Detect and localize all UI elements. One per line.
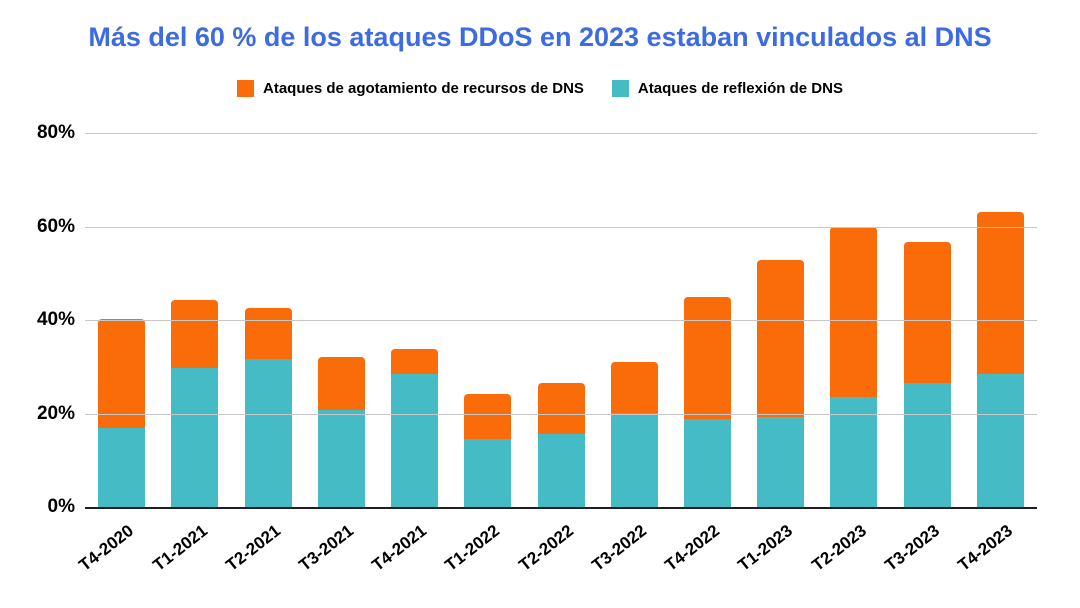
- bar-segment-reflection-T1-2022: [464, 438, 512, 507]
- bars-row: [85, 133, 1037, 507]
- bar-segment-reflection-T4-2021: [391, 374, 439, 507]
- x-tick-label-T4-2020: T4-2020: [75, 521, 138, 575]
- bar-slot-T4-2021: [378, 133, 451, 507]
- x-tick-label-T2-2023: T2-2023: [808, 521, 870, 575]
- bar-T3-2022: [610, 133, 658, 507]
- y-tick-label-20%: 20%: [36, 402, 75, 424]
- gridline-20%: [85, 413, 1037, 415]
- x-tick-label-T1-2021: T1-2021: [148, 521, 211, 575]
- bar-T1-2023: [757, 133, 805, 507]
- x-tick-label-T1-2022: T1-2022: [441, 521, 504, 575]
- bar-T4-2020: [98, 133, 146, 507]
- bar-T3-2021: [317, 133, 365, 507]
- bar-T4-2023: [976, 133, 1024, 507]
- bar-segment-exhaustion-T3-2021: [317, 356, 365, 410]
- bar-segment-exhaustion-T4-2021: [391, 348, 439, 375]
- bar-slot-T2-2022: [524, 133, 597, 507]
- bar-segment-exhaustion-T4-2023: [976, 211, 1024, 375]
- legend-label-reflection: Ataques de reflexión de DNS: [637, 80, 843, 97]
- legend-item-exhaustion: Ataques de agotamiento de recursos de DN…: [237, 80, 584, 97]
- bar-slot-T2-2021: [231, 133, 304, 507]
- bar-segment-exhaustion-T2-2021: [244, 308, 292, 359]
- legend-label-exhaustion: Ataques de agotamiento de recursos de DN…: [263, 80, 584, 97]
- gridline-80%: [85, 133, 1037, 134]
- y-tick-label-80%: 80%: [36, 122, 75, 143]
- bar-segment-exhaustion-T3-2023: [903, 242, 951, 383]
- bar-T2-2021: [244, 133, 292, 507]
- bar-segment-reflection-T2-2022: [537, 433, 585, 507]
- bar-slot-T4-2022: [671, 133, 744, 507]
- bar-T2-2022: [537, 133, 585, 507]
- bar-T1-2021: [171, 133, 219, 507]
- bar-T2-2023: [830, 133, 878, 507]
- y-axis: 0% 20% 40% 60% 80%: [0, 122, 75, 517]
- bar-segment-reflection-T2-2023: [830, 396, 878, 507]
- x-tick-label-T2-2022: T2-2022: [515, 521, 577, 575]
- bar-T1-2022: [464, 133, 512, 507]
- bar-segment-reflection-T4-2020: [98, 428, 146, 507]
- bar-slot-T1-2023: [744, 133, 817, 507]
- bar-segment-exhaustion-T3-2022: [610, 362, 658, 414]
- bar-slot-T3-2021: [305, 133, 378, 507]
- x-tick-label-T4-2023: T4-2023: [954, 521, 1017, 575]
- legend-swatch-reflection-icon: [611, 80, 629, 97]
- x-tick-label-T2-2021: T2-2021: [222, 521, 284, 575]
- bar-segment-reflection-T4-2023: [976, 374, 1024, 507]
- legend-swatch-exhaustion-icon: [237, 80, 254, 97]
- bar-segment-exhaustion-T4-2022: [683, 297, 731, 420]
- x-tick-label-T1-2023: T1-2023: [734, 521, 797, 575]
- legend-item-reflection: Ataques de reflexión de DNS: [611, 80, 843, 97]
- legend: Ataques de agotamiento de recursos de DN…: [0, 80, 1080, 97]
- y-tick-label-60%: 60%: [36, 215, 75, 237]
- bar-T4-2021: [391, 133, 439, 507]
- gridline-40%: [85, 320, 1037, 321]
- bar-slot-T4-2020: [85, 133, 158, 507]
- x-axis: T4-2020 T1-2021 T2-2021 T3-2021 T4-2021 T1-20…: [76, 509, 1037, 604]
- x-tick-label-T4-2021: T4-2021: [368, 521, 431, 575]
- bar-slot-T4-2023: [964, 133, 1037, 507]
- chart-title: Más del 60 % de los ataques DDoS en 2023…: [88, 22, 992, 52]
- bar-segment-reflection-T3-2022: [610, 413, 658, 507]
- bar-segment-reflection-T1-2021: [171, 368, 219, 507]
- bar-segment-reflection-T3-2021: [317, 409, 365, 507]
- x-tick-label-T3-2022: T3-2022: [588, 521, 650, 575]
- y-tick-label-0%: 0%: [47, 496, 75, 517]
- bar-segment-reflection-T4-2022: [683, 419, 731, 507]
- gridline-60%: [85, 226, 1037, 228]
- bar-slot-T1-2022: [451, 133, 524, 507]
- x-tick-label-T3-2023: T3-2023: [881, 521, 943, 575]
- bar-segment-exhaustion-T1-2021: [171, 299, 219, 369]
- bar-segment-reflection-T3-2023: [903, 382, 951, 507]
- bar-segment-exhaustion-T1-2023: [757, 259, 805, 418]
- bar-slot-T1-2021: [158, 133, 231, 507]
- y-tick-label-40%: 40%: [36, 309, 75, 330]
- bar-segment-exhaustion-T1-2022: [464, 394, 512, 439]
- bar-segment-reflection-T2-2021: [244, 358, 292, 507]
- bar-segment-reflection-T1-2023: [757, 417, 805, 507]
- bar-segment-exhaustion-T4-2020: [98, 318, 146, 429]
- x-tick-label-T3-2021: T3-2021: [295, 521, 357, 575]
- bar-segment-exhaustion-T2-2023: [830, 226, 878, 397]
- plot-area: [85, 133, 1037, 509]
- bar-segment-exhaustion-T2-2022: [537, 382, 585, 434]
- bar-T4-2022: [683, 133, 731, 507]
- bar-slot-T2-2023: [817, 133, 890, 507]
- bar-slot-T3-2022: [598, 133, 671, 507]
- x-tick-label-T4-2022: T4-2022: [661, 521, 724, 575]
- bar-T3-2023: [903, 133, 951, 507]
- bar-slot-T3-2023: [891, 133, 964, 507]
